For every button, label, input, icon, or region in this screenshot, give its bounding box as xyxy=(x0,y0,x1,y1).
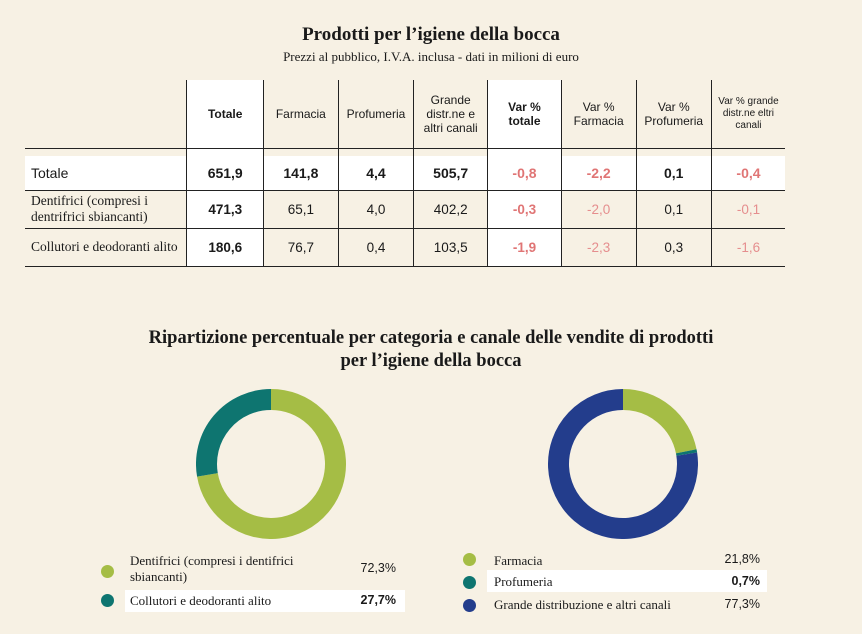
legend-label: Farmacia xyxy=(494,553,543,568)
legend-label: Dentifrici (compresi i dentifrici sbianc… xyxy=(130,553,294,584)
column-header: Farmacia xyxy=(263,80,339,149)
table-header-row: Totale Farmacia Profumeria Grande distr.… xyxy=(25,80,785,149)
donut-slice-2 xyxy=(196,389,272,477)
table-cell: 651,9 xyxy=(186,155,264,190)
table-cell: 0,1 xyxy=(636,155,712,190)
table-cell: -2,2 xyxy=(561,155,637,190)
legend-swatch xyxy=(101,565,114,578)
sales-table: Totale Farmacia Profumeria Grande distr.… xyxy=(25,80,785,267)
section-title-line: Ripartizione percentuale per categoria e… xyxy=(148,328,714,348)
legend-swatch xyxy=(101,594,114,607)
table-cell: -2,3 xyxy=(561,227,637,267)
table-row: Totale 651,9 141,8 4,4 505,7 -0,8 -2,2 0… xyxy=(25,155,785,190)
table-cell: 402,2 xyxy=(413,189,489,228)
table-cell: -2,0 xyxy=(561,189,637,228)
column-header: Var % Farmacia xyxy=(561,80,637,149)
donut-slice-1 xyxy=(622,389,697,454)
table-cell: 471,3 xyxy=(186,189,264,228)
legend-label: Profumeria xyxy=(494,574,553,589)
table-cell: 0,1 xyxy=(636,189,712,228)
category-donut-chart xyxy=(196,389,346,539)
column-header: Profumeria xyxy=(338,80,415,149)
table-cell: 141,8 xyxy=(263,155,339,190)
table-cell: -0,4 xyxy=(711,155,785,190)
table-corner-cell xyxy=(25,80,188,149)
legend-label: Collutori e deodoranti alito xyxy=(130,593,272,608)
row-label: Collutori e deodoranti alito xyxy=(25,227,188,267)
table-cell: -0,8 xyxy=(487,155,562,190)
table-cell: -0,1 xyxy=(711,189,785,228)
table-row: Collutori e deodoranti alito 180,6 76,7 … xyxy=(25,227,785,267)
table-cell: 76,7 xyxy=(263,227,339,267)
legend-value: 0,7% xyxy=(731,574,761,588)
legend-value: 27,7% xyxy=(360,593,396,607)
legend-value: 77,3% xyxy=(724,597,760,611)
column-header: Totale xyxy=(186,80,264,149)
table-cell: -1,6 xyxy=(711,227,785,267)
legend-swatch xyxy=(463,576,476,589)
table-cell: 103,5 xyxy=(413,227,489,267)
donut-slice-1 xyxy=(197,389,346,539)
legend-value: 72,3% xyxy=(360,561,396,575)
row-label: Dentifrici (compresi i dentrifrici sbian… xyxy=(25,189,188,228)
column-header: Var % Profumeria xyxy=(636,80,712,149)
table-row: Dentifrici (compresi i dentrifrici sbian… xyxy=(25,189,785,228)
table-cell: 0,4 xyxy=(338,227,415,267)
page-title: Prodotti per l’igiene della bocca xyxy=(302,24,560,45)
row-label: Totale xyxy=(25,155,188,190)
legend-swatch xyxy=(463,553,476,566)
table-cell: 4,4 xyxy=(338,155,415,190)
column-header: Var % totale xyxy=(487,80,562,149)
page-subtitle: Prezzi al pubblico, I.V.A. inclusa - dat… xyxy=(283,49,579,64)
legend-swatch xyxy=(463,599,476,612)
legend-value: 21,8% xyxy=(724,552,760,566)
table-cell: 0,3 xyxy=(636,227,712,267)
table-cell: 65,1 xyxy=(263,189,339,228)
section-title: Ripartizione percentuale per categoria e… xyxy=(0,327,862,373)
table-cell: 4,0 xyxy=(338,189,415,228)
donut-slice-3 xyxy=(548,389,698,539)
column-header: Var % grande distr.ne eltri canali xyxy=(718,96,779,131)
section-title-line: per l’igiene della bocca xyxy=(340,351,522,371)
table-cell: -0,3 xyxy=(487,189,562,228)
table-cell: 505,7 xyxy=(413,155,489,190)
legend-label: Grande distribuzione e altri canali xyxy=(494,597,671,612)
channel-donut-chart xyxy=(548,389,698,539)
table-cell: -1,9 xyxy=(487,227,562,267)
table-cell: 180,6 xyxy=(186,227,264,267)
column-header: Grande distr.ne e altri canali xyxy=(413,80,489,149)
